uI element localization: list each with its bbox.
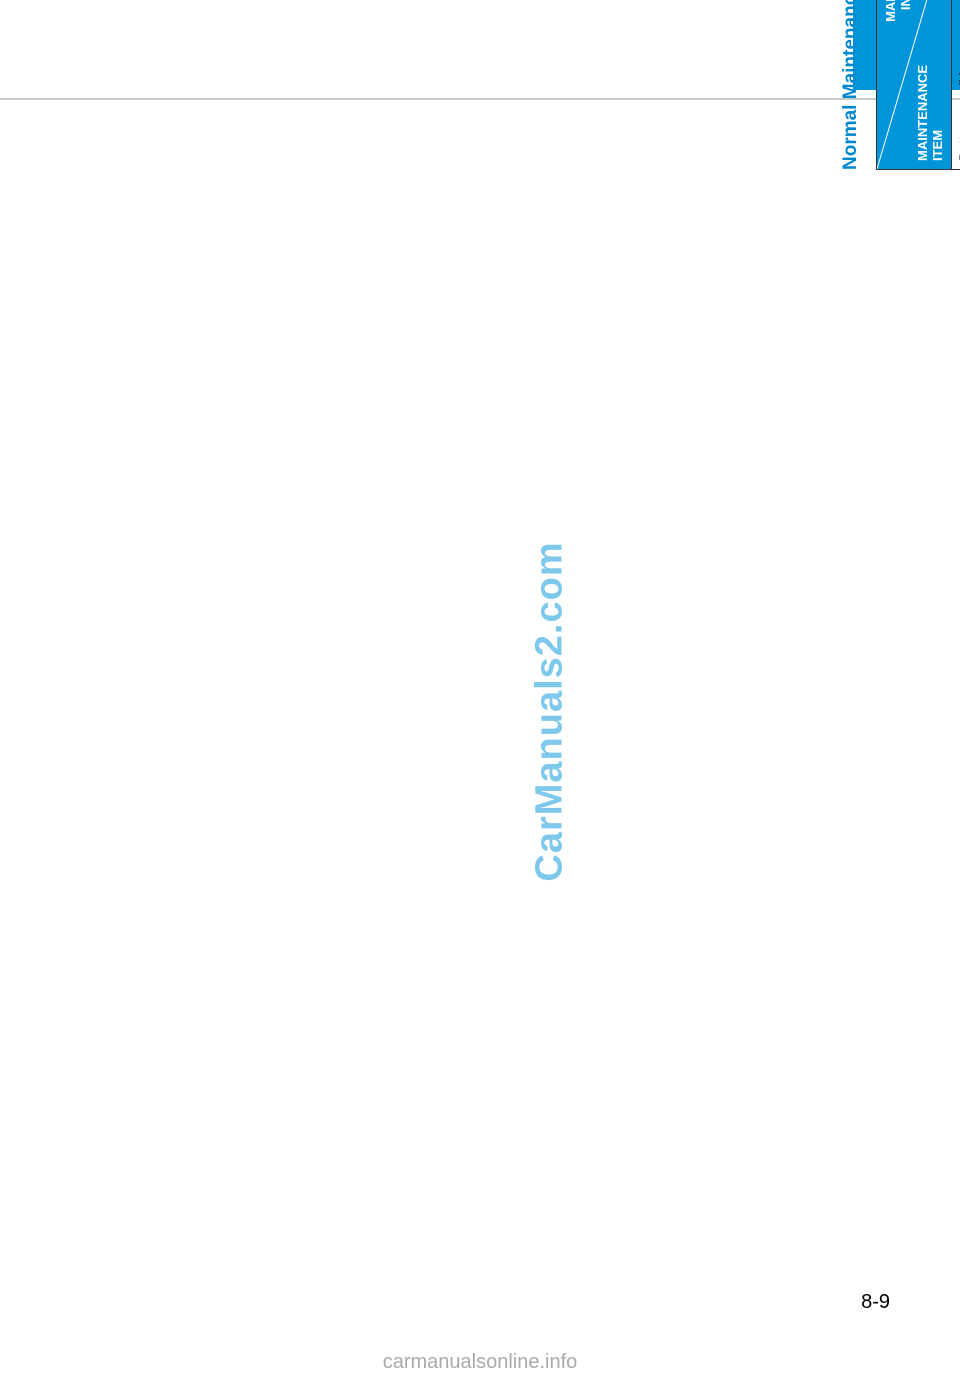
diag-bottom-label: MAINTENANCEITEM — [915, 65, 945, 161]
vendor-footer: carmanualsonline.info — [383, 1351, 578, 1374]
rotated-content: Normal Maintenanc e Schedule (Smartstrea… — [140, 0, 960, 170]
maintenance-table: MAINTENANCEINTERVALSMAINTENANCEITEMMonth… — [876, 0, 960, 170]
maintenance-item-name: Battery condition — [952, 0, 960, 170]
table-row: Battery conditionIIIIIIIIIIIIIII — [952, 0, 960, 170]
watermark: CarManuals2.com — [529, 541, 572, 881]
diagonal-header: MAINTENANCEINTERVALS MAINTENANCEITEM — [877, 0, 952, 170]
page-number: 8-9 — [861, 1291, 890, 1314]
page-title: Normal Maintenanc e Schedule (Smartstrea… — [840, 0, 862, 170]
diag-top-label: MAINTENANCEINTERVALS — [883, 0, 913, 22]
